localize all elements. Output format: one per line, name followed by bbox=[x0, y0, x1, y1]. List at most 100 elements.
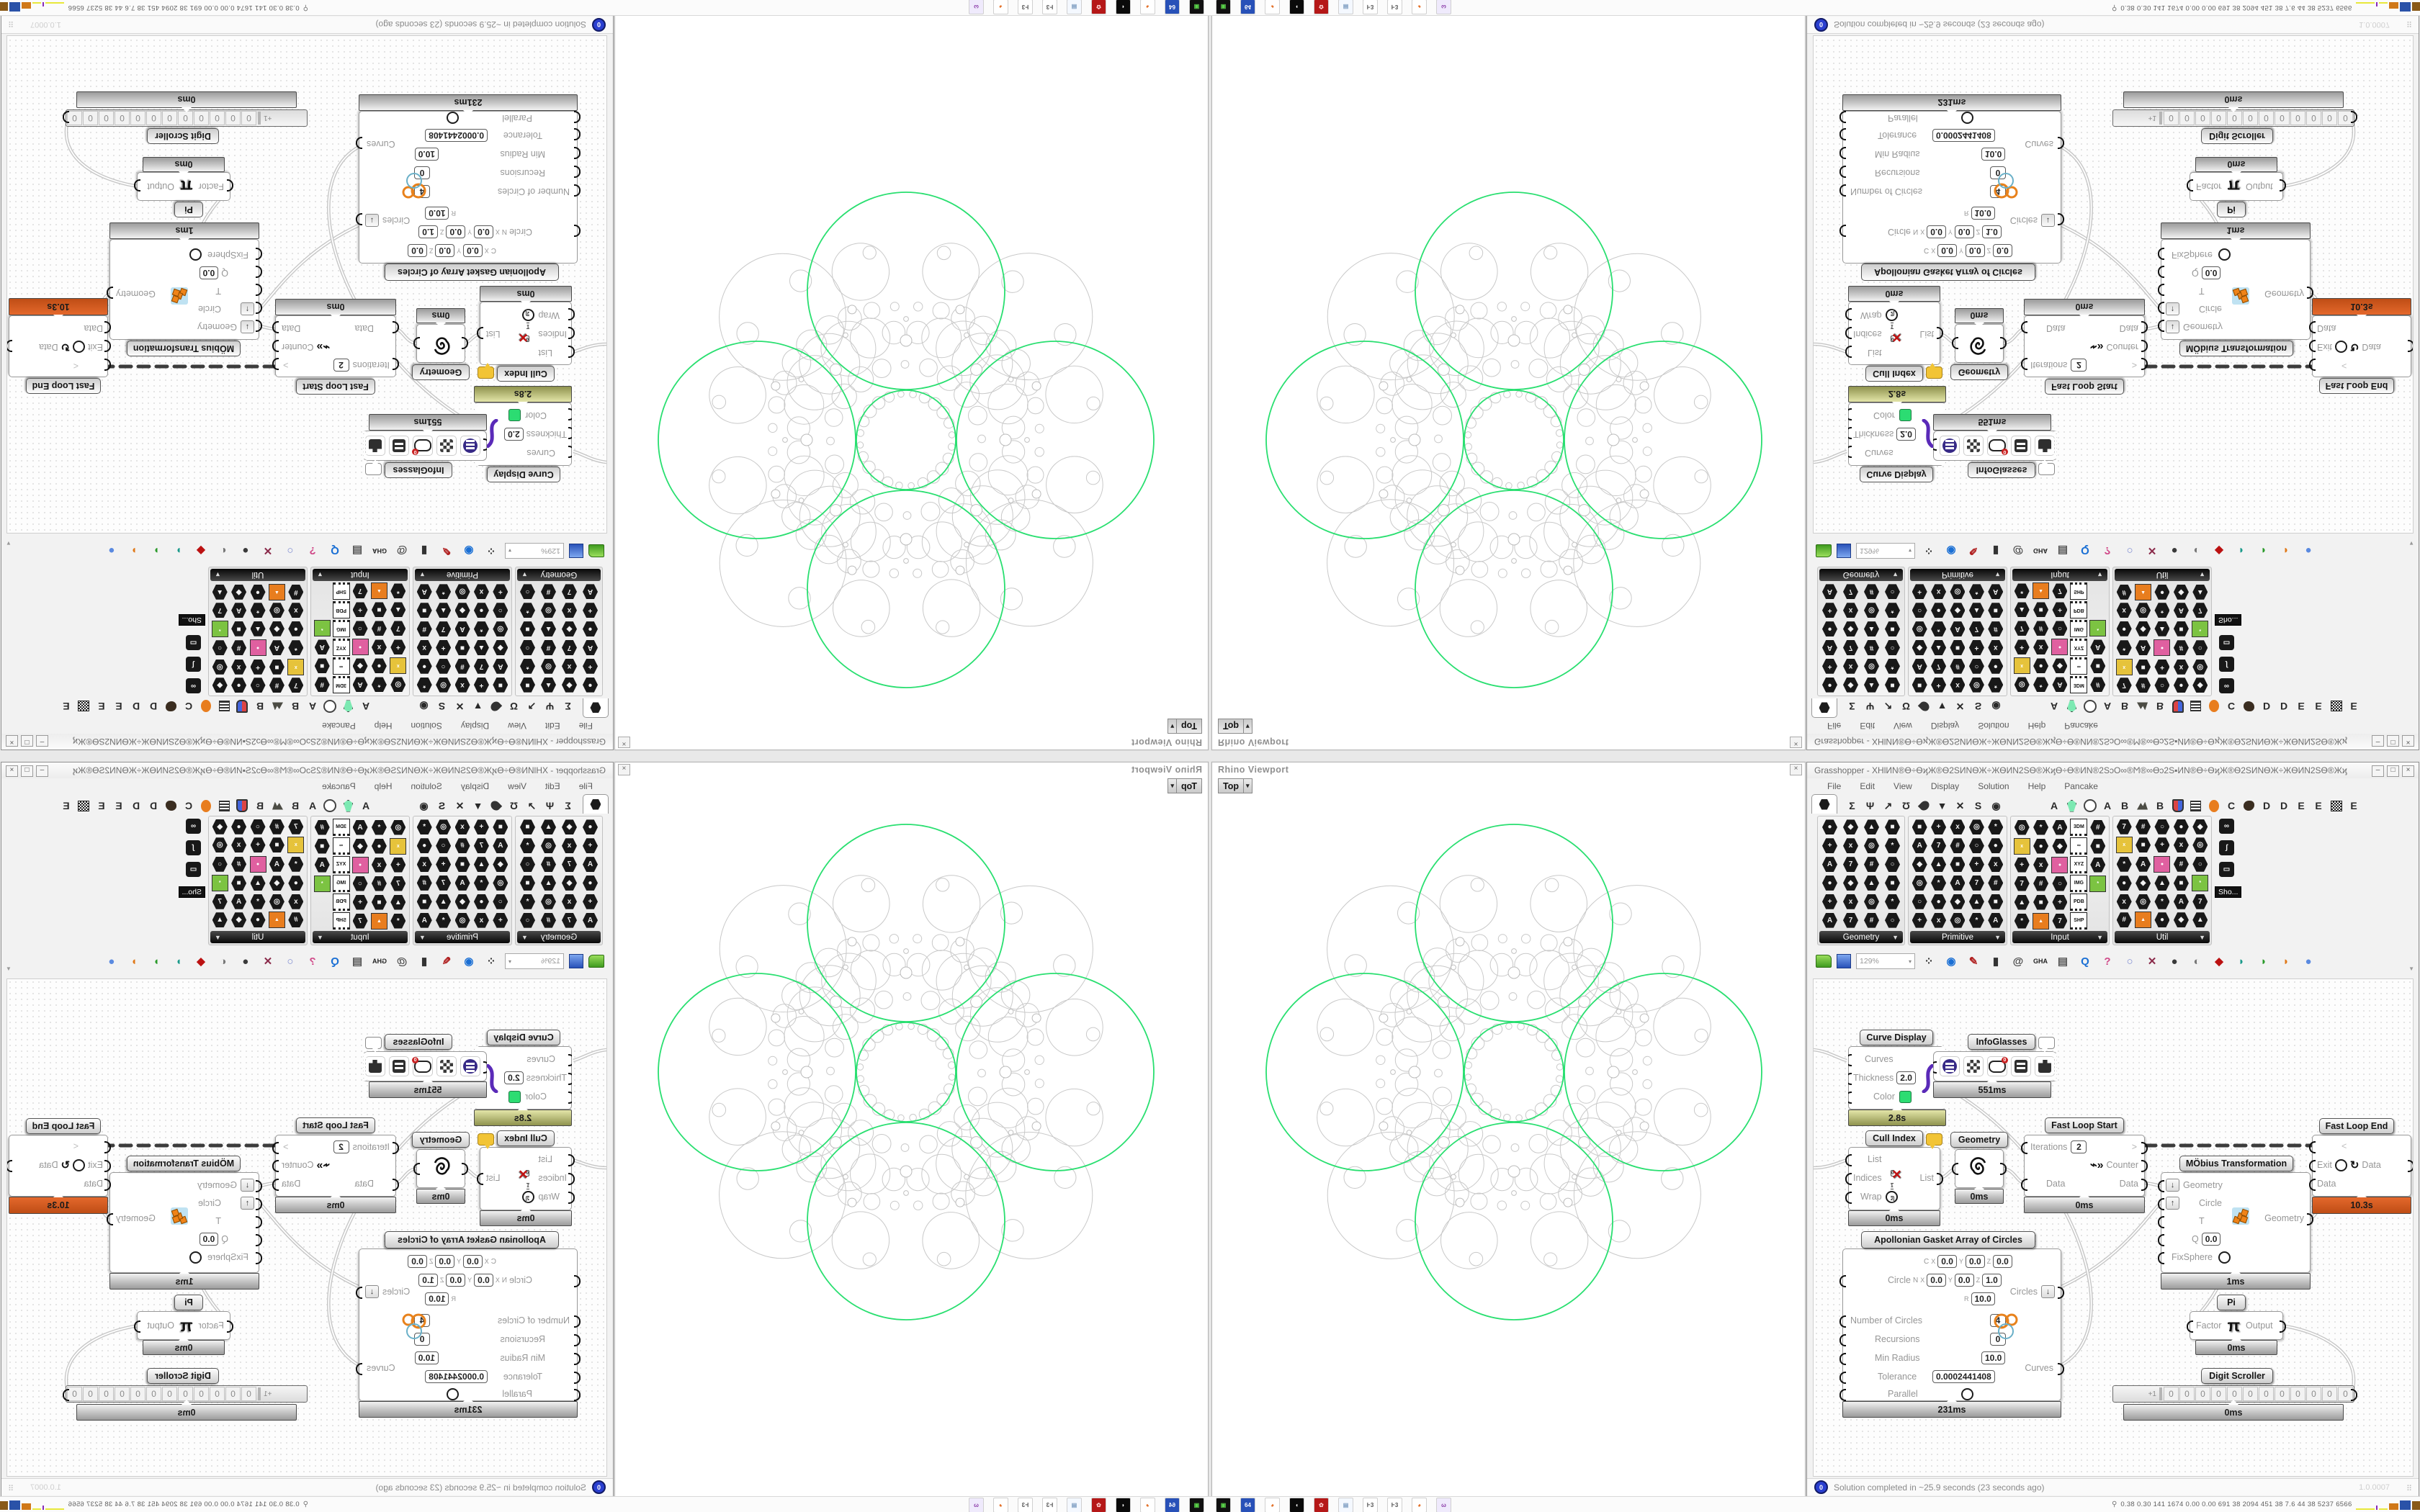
component-mobius[interactable]: ↓ Geometry ↑ Circle T Q 0.0 FixSphere bbox=[107, 239, 262, 340]
palette-icon[interactable]: A bbox=[1949, 621, 1966, 638]
minimize-button[interactable]: – bbox=[36, 735, 48, 747]
ribbon-tab-1[interactable]: Ψ bbox=[545, 800, 555, 811]
close-button[interactable]: × bbox=[2402, 765, 2414, 777]
palette-icon[interactable]: ■ bbox=[370, 601, 387, 618]
ribbon-tab-22[interactable]: D bbox=[132, 701, 140, 712]
palette-icon[interactable]: ▲ bbox=[539, 874, 558, 891]
toolbar-icon-13[interactable]: ◆ bbox=[197, 955, 205, 968]
circle-cx[interactable]: 0.0 bbox=[1937, 1255, 1957, 1268]
palette-icon[interactable]: A bbox=[268, 855, 285, 873]
palette-icon[interactable]: ● bbox=[1987, 837, 2004, 855]
tab-params[interactable] bbox=[1811, 698, 1837, 718]
palette-icon[interactable]: ◎ bbox=[454, 912, 471, 929]
palette-icon[interactable]: + bbox=[1911, 912, 1928, 929]
palette-icon[interactable]: x bbox=[2172, 837, 2190, 855]
palette-icon[interactable]: 7 bbox=[1968, 874, 1985, 891]
palette-icon[interactable]: XYZ bbox=[332, 639, 350, 656]
menu-pancake[interactable]: Pancake bbox=[322, 721, 356, 731]
palette-icon[interactable]: ◆ bbox=[2134, 875, 2151, 893]
palette-icon[interactable]: ◎ bbox=[390, 819, 407, 836]
palette-icon[interactable]: ▲ bbox=[539, 676, 558, 693]
taskbar-app-rhino[interactable]: ◖ bbox=[1116, 1498, 1131, 1512]
palette-icon[interactable]: x bbox=[1841, 602, 1860, 619]
palette-icon[interactable]: ◎ bbox=[434, 676, 452, 693]
ribbon-tab-14[interactable] bbox=[2133, 698, 2151, 714]
palette-icon[interactable]: ▲ bbox=[2154, 620, 2171, 638]
palette-icon[interactable]: ◎ bbox=[1949, 912, 1966, 929]
ribbon-tab-10[interactable] bbox=[2063, 798, 2081, 814]
ribbon-tab-19[interactable]: C bbox=[2227, 701, 2236, 712]
digit-cell[interactable]: 0 bbox=[2243, 1387, 2258, 1401]
toolbar-icon-10[interactable]: ✕ bbox=[2147, 544, 2157, 557]
palette-icon[interactable]: + bbox=[2154, 837, 2171, 855]
ribbon-tab-7[interactable]: S bbox=[438, 800, 446, 811]
ribbon-tab-20[interactable] bbox=[2240, 798, 2258, 814]
toolbar-icon-3[interactable]: ▮ bbox=[1992, 544, 1999, 557]
ribbon-tab-21[interactable]: D bbox=[2262, 701, 2271, 712]
chevron-down-icon[interactable]: ▼ bbox=[317, 571, 323, 579]
palette-icon[interactable]: 7 bbox=[2115, 819, 2133, 835]
palette-icon[interactable]: ◆ bbox=[268, 620, 285, 638]
taskbar-app-floppy-64[interactable]: 64 bbox=[1240, 1498, 1255, 1512]
taskbar-app-rhino[interactable]: ◖ bbox=[1289, 0, 1304, 14]
component-header-apollonian[interactable]: Apollonian Gasket Array of Circles bbox=[1861, 264, 2035, 281]
palette-icon[interactable]: ◆ bbox=[2172, 583, 2190, 601]
palette-icon[interactable]: * bbox=[518, 893, 537, 910]
menu-display[interactable]: Display bbox=[1930, 721, 1960, 731]
palette-icon[interactable]: + bbox=[472, 819, 490, 836]
palette-icon[interactable]: ◆ bbox=[351, 657, 369, 675]
palette-icon[interactable] bbox=[313, 894, 331, 911]
digit-cell[interactable]: 0 bbox=[99, 111, 114, 125]
ribbon-tab-3[interactable]: Ʊ bbox=[1901, 701, 1911, 712]
palette-icon[interactable]: 7 bbox=[287, 678, 305, 694]
palette-icon[interactable]: x bbox=[2115, 658, 2133, 676]
palette-icon[interactable]: ◆ bbox=[1841, 676, 1860, 693]
ribbon-tab-24[interactable]: E bbox=[2315, 800, 2322, 811]
toolbar-icon-9[interactable]: ○ bbox=[2126, 955, 2133, 968]
taskbar-app-nyan[interactable]: ω bbox=[969, 1498, 984, 1512]
palette-icon[interactable]: x bbox=[287, 837, 305, 855]
toolbar-icon-8[interactable]: ? bbox=[2104, 955, 2111, 968]
palette-icon[interactable]: ▲ bbox=[2013, 894, 2030, 911]
toolbar-icon-11[interactable]: ● bbox=[2171, 955, 2178, 968]
palette-icon[interactable]: * bbox=[1987, 676, 2004, 693]
component-pi[interactable]: Factor π Output bbox=[134, 172, 233, 201]
ribbon-tab-13[interactable]: B bbox=[2120, 701, 2129, 712]
palette-icon[interactable]: # bbox=[1862, 912, 1881, 929]
component-fast-loop-end[interactable]: < Exit ↻ Data Data bbox=[6, 315, 111, 377]
menu-view[interactable]: View bbox=[508, 721, 526, 731]
palette-icon[interactable]: ◎ bbox=[539, 893, 558, 910]
viewport-projection-dropdown[interactable]: Top ▾ bbox=[1218, 719, 1252, 734]
palette-icon[interactable]: PDB bbox=[332, 894, 350, 911]
palette-icon[interactable] bbox=[2089, 601, 2107, 618]
toolbar-icon-4[interactable]: @ bbox=[396, 955, 408, 968]
palette-icon[interactable]: x bbox=[390, 837, 407, 855]
chevron-down-icon[interactable]: ▼ bbox=[419, 933, 426, 941]
grasshopper-canvas[interactable]: Curve Display Curves Thickness 2.0 Color… bbox=[1813, 978, 2414, 1477]
palette-icon[interactable]: ○ bbox=[2154, 678, 2171, 694]
component-header-pi[interactable]: Pi bbox=[2217, 202, 2246, 217]
ribbon-tab-18[interactable] bbox=[2205, 698, 2223, 714]
palette-icon[interactable]: x bbox=[2115, 837, 2133, 855]
palette-icon[interactable]: ▭ bbox=[186, 862, 201, 877]
taskbar-app-firefox[interactable]: ◕ bbox=[1140, 1498, 1155, 1512]
ribbon-tab-5[interactable]: ▼ bbox=[1937, 800, 1948, 811]
ribbon-tab-20[interactable] bbox=[162, 798, 180, 814]
toolbar-scroll-caret[interactable]: ▼ bbox=[6, 966, 12, 972]
ribbon-tab-4[interactable] bbox=[487, 698, 505, 714]
component-header-pi[interactable]: Pi bbox=[2217, 1295, 2246, 1310]
palette-icon[interactable]: ◎ bbox=[2013, 819, 2030, 836]
ribbon-tab-0[interactable]: Σ bbox=[1849, 800, 1855, 811]
palette-icon[interactable]: ● bbox=[2032, 657, 2049, 675]
resize-grip[interactable]: ⠿ bbox=[7, 1485, 14, 1493]
palette-icon[interactable]: 7 bbox=[560, 856, 579, 873]
palette-icon[interactable]: A bbox=[1911, 837, 1928, 855]
palette-icon[interactable]: ◆ bbox=[2051, 657, 2069, 675]
palette-icon[interactable]: ◆ bbox=[1949, 893, 1966, 910]
toolbar-icon-7[interactable]: Q bbox=[2081, 544, 2089, 557]
palette-icon[interactable]: ● bbox=[1820, 819, 1839, 836]
resize-grip[interactable]: ⠿ bbox=[2406, 1485, 2413, 1493]
palette-icon[interactable]: x bbox=[560, 657, 579, 675]
palette-icon[interactable]: # bbox=[287, 912, 305, 930]
infoglasses-grid-icon[interactable] bbox=[1963, 1056, 1984, 1076]
